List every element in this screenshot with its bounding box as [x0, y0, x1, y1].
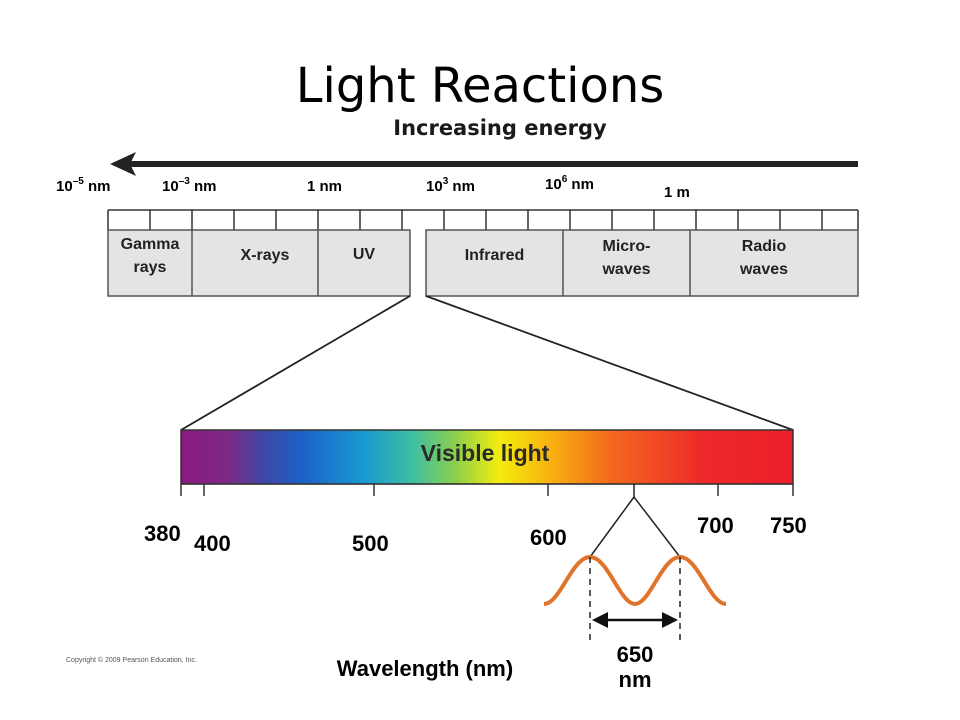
wavelength-650-label: 650 nm	[616, 642, 654, 693]
wave-curve	[543, 554, 727, 607]
page-title: Light Reactions	[295, 58, 665, 114]
energy-label: Increasing energy	[393, 116, 607, 140]
visible-light-bar	[180, 429, 794, 485]
band-gamma-rays: Gamma rays	[120, 236, 180, 277]
energy-arrowhead	[110, 152, 136, 176]
copyright-text: Copyright © 2009 Pearson Education, Inc.	[66, 657, 197, 664]
band-right	[425, 229, 859, 297]
tick-label-700: 700	[697, 513, 734, 538]
tick-label-500: 500	[352, 531, 389, 556]
scale-mark: 10–5 nm	[56, 176, 111, 195]
band-x-rays: X-rays	[240, 247, 290, 264]
band-radio-waves: Radio waves	[739, 238, 789, 279]
scale-mark: 106 nm	[545, 174, 594, 193]
scale-mark: 10–3 nm	[162, 176, 217, 195]
tick-label-600: 600	[530, 525, 567, 550]
band-uv: UV	[352, 246, 376, 263]
tick-label-750: 750	[770, 513, 807, 538]
tick-label-400: 400	[194, 531, 231, 556]
band-left	[107, 229, 411, 297]
scale-mark: 1 m	[664, 184, 690, 201]
scale-ticks	[107, 210, 859, 230]
scale-mark: 1 nm	[307, 178, 343, 195]
scale-mark: 103 nm	[426, 176, 475, 195]
band-infrared: Infrared	[464, 247, 525, 264]
visible-light-label: Visible light	[420, 440, 550, 466]
visible-ticks	[180, 484, 794, 496]
tick-label-380: 380	[144, 521, 181, 546]
axis-title: Wavelength (nm)	[336, 656, 514, 681]
zoom-line-left	[180, 295, 411, 431]
zoom-line-right	[425, 295, 794, 431]
band-microwaves: Micro- waves	[602, 238, 651, 279]
